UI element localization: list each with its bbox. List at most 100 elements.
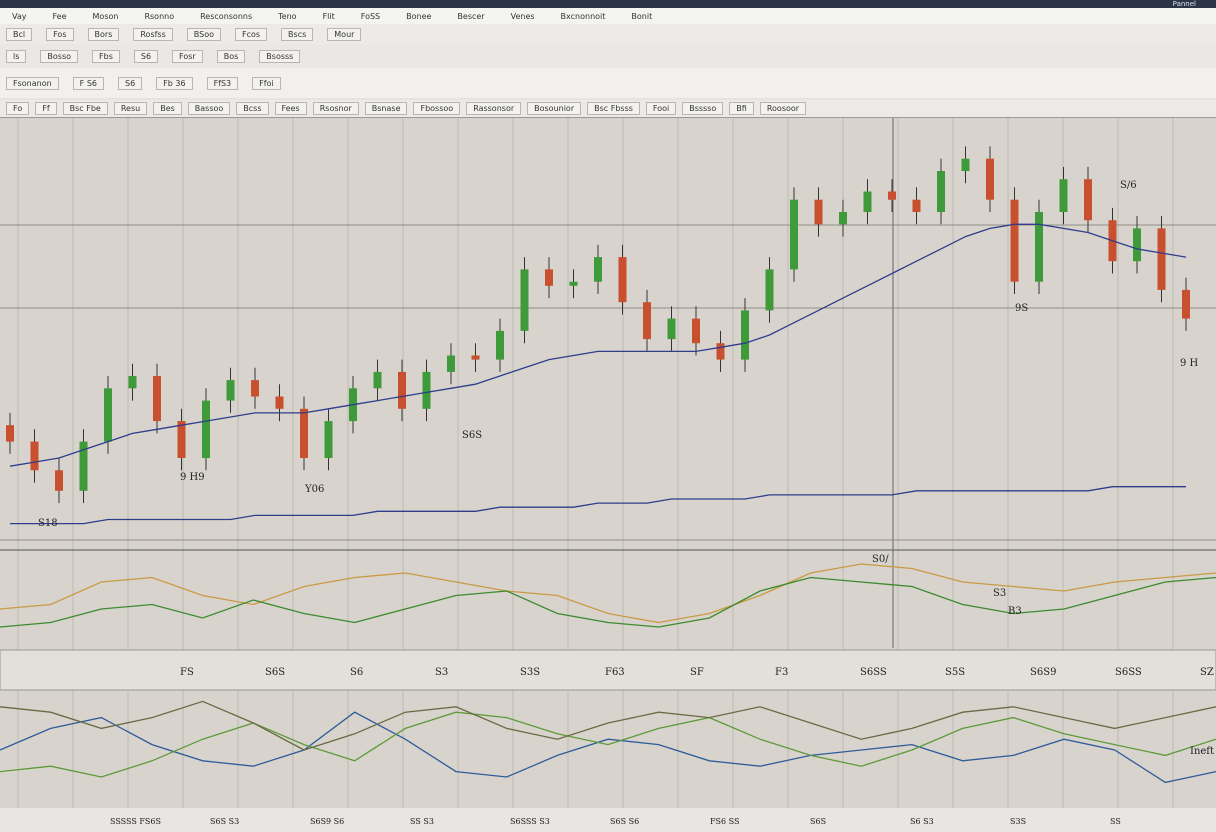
candle-body <box>300 408 308 458</box>
candle-body <box>275 396 284 409</box>
menu-item[interactable]: Bxcnonnoit <box>560 11 606 21</box>
axis-label: S5S <box>945 667 965 678</box>
toolbar-button[interactable]: Fosr <box>172 49 203 63</box>
candle-body <box>1182 289 1190 319</box>
toolbar-button[interactable]: Bsosss <box>259 49 301 63</box>
menu-item[interactable]: Rsonno <box>144 11 175 21</box>
toolbar-button[interactable]: Fbs <box>92 49 120 63</box>
toolbar-button[interactable]: FfS3 <box>206 76 239 90</box>
menu-item[interactable]: Bescer <box>457 11 485 21</box>
axis-label: S3S <box>520 667 540 678</box>
toolbar-button[interactable]: Bors <box>87 27 120 41</box>
candle-body <box>422 371 431 409</box>
candle-body <box>667 318 676 340</box>
axis-label: FS <box>180 667 194 678</box>
toolbar-button[interactable]: ls <box>6 49 27 63</box>
candle-body <box>6 425 14 442</box>
bottom-label: SSSSS FS6S <box>110 817 161 826</box>
toolbar-button[interactable]: Fos <box>46 27 74 41</box>
toolbar-row: ls Bosso Fbs S6 Fosr Bos Bsosss <box>0 44 1216 68</box>
tab[interactable]: Bsc Fbe <box>62 102 108 115</box>
toolbar-button[interactable]: Bosso <box>40 49 79 63</box>
tab[interactable]: Bcss <box>236 102 269 115</box>
candle-body <box>692 318 700 344</box>
bottom-label: S6S9 S6 <box>310 817 344 826</box>
tab[interactable]: Rsosnor <box>312 102 359 115</box>
menu-item[interactable]: Moson <box>92 11 119 21</box>
annotation: S3 <box>993 588 1006 599</box>
tab[interactable]: Fees <box>274 102 307 115</box>
tab[interactable]: Fo <box>6 102 30 115</box>
indicator-line <box>0 700 1216 751</box>
tab[interactable]: Bosounior <box>527 102 582 115</box>
tab[interactable]: Bfi <box>729 102 754 115</box>
toolbar-button[interactable]: Bscs <box>281 27 314 41</box>
moving-average <box>9 223 1187 467</box>
axis-label: S6S9 <box>1030 667 1056 678</box>
candle-body <box>79 441 88 491</box>
toolbar-button[interactable]: Fsonanon <box>6 76 59 90</box>
toolbar-button[interactable]: Bcl <box>6 27 33 41</box>
candle-body <box>888 191 896 200</box>
menu-item[interactable]: FoSS <box>360 11 381 21</box>
tab[interactable]: Bsc Fbsss <box>587 102 640 115</box>
toolbar-button[interactable]: Ffoi <box>252 76 281 90</box>
candle-body <box>545 269 553 286</box>
toolbar-button[interactable]: Fb 36 <box>156 76 193 90</box>
menu-item[interactable]: Resconsonns <box>200 11 253 21</box>
tab[interactable]: Bassoo <box>187 102 231 115</box>
toolbar-button[interactable]: Rosfss <box>133 27 173 41</box>
axis-label: S6S <box>265 667 285 678</box>
annotation: S/6 <box>1120 180 1137 191</box>
toolbar-button[interactable]: Mour <box>327 27 362 41</box>
menu-item[interactable]: Fee <box>52 11 67 21</box>
axis-strip <box>0 808 1216 832</box>
candle-body <box>1010 199 1019 282</box>
tab[interactable]: Fbossoo <box>413 102 461 115</box>
tab[interactable]: Fooi <box>645 102 677 115</box>
toolbar-button[interactable]: BSoo <box>186 27 221 41</box>
toolbar-button[interactable]: Fcos <box>234 27 268 41</box>
candle-body <box>471 355 480 360</box>
candle-body <box>594 257 602 282</box>
toolbar-button[interactable]: S6 <box>133 49 159 63</box>
toolbar-button[interactable]: Bos <box>216 49 246 63</box>
candle-body <box>1157 228 1166 290</box>
candle-body <box>30 441 39 471</box>
candle-body <box>324 421 333 458</box>
candle-body <box>814 199 823 225</box>
menu-item[interactable]: Teno <box>278 11 297 21</box>
tab[interactable]: Rassonsor <box>466 102 522 115</box>
toolbar-button[interactable]: S6 <box>117 76 143 90</box>
tab[interactable]: Bsnase <box>364 102 408 115</box>
candle-body <box>226 380 235 401</box>
candle-body <box>177 421 186 458</box>
axis-label: S3 <box>435 667 448 678</box>
menu-item[interactable]: Vay <box>12 11 27 21</box>
tab[interactable]: Ff <box>35 102 57 115</box>
menu-item[interactable]: Bonee <box>406 11 432 21</box>
candle-body <box>716 343 725 360</box>
bottom-label: FS6 SS <box>710 817 739 826</box>
menu-item[interactable]: Flit <box>322 11 335 21</box>
tab[interactable]: Resu <box>113 102 148 115</box>
indicator-line <box>0 711 1216 784</box>
toolbar-button[interactable]: F S6 <box>72 76 104 90</box>
menu-item[interactable]: Bonit <box>631 11 653 21</box>
title-bar: Pannel <box>0 0 1216 8</box>
toolbar-row: Bcl Fos Bors Rosfss BSoo Fcos Bscs Mour <box>0 24 1216 44</box>
annotation: Ineft <box>1190 746 1214 757</box>
candle-body <box>153 376 161 422</box>
oscillator-line <box>0 576 1216 628</box>
candle-body <box>1035 212 1043 282</box>
candle-body <box>643 302 651 340</box>
tab[interactable]: Bsssso <box>682 102 724 115</box>
tab[interactable]: Roosoor <box>759 102 807 115</box>
axis-label: S6SS <box>860 667 887 678</box>
menu-item[interactable]: Venes <box>510 11 535 21</box>
tab[interactable]: Bes <box>153 102 182 115</box>
bottom-label: S6S <box>810 817 826 826</box>
candle-body <box>1059 179 1068 212</box>
